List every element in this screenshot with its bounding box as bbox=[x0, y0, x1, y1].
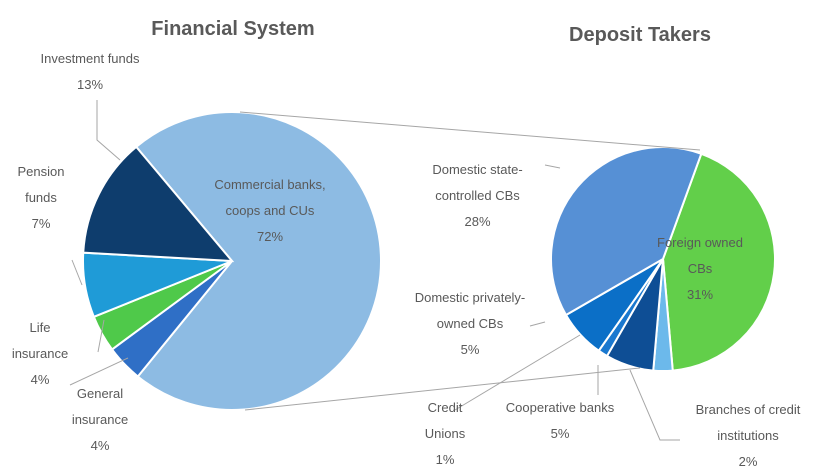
slice-label: Investment funds 13% bbox=[0, 46, 180, 98]
category-label: Investment funds bbox=[40, 51, 140, 66]
slice-label: Foreign owned CBs 31% bbox=[645, 230, 755, 308]
leader-line bbox=[454, 334, 581, 411]
slice-label: Branches of credit institutions 2% bbox=[678, 397, 818, 475]
slice-label: Domestic privately-owned CBs 5% bbox=[405, 285, 535, 363]
value-label: 4% bbox=[90, 438, 110, 453]
connector-line bbox=[239, 111, 701, 151]
pie-slice bbox=[134, 111, 382, 411]
connector-line bbox=[244, 367, 641, 411]
category-label: Domestic state-controlled CBs bbox=[432, 162, 523, 203]
category-label: Foreign owned CBs bbox=[657, 235, 743, 276]
slice-label: Commercial banks, coops and CUs 72% bbox=[205, 172, 335, 250]
value-label: 4% bbox=[30, 372, 50, 387]
chart-title: Deposit Takers bbox=[569, 24, 711, 46]
leader-line bbox=[71, 259, 83, 286]
category-label: General insurance bbox=[71, 386, 129, 427]
leader-line bbox=[69, 357, 129, 386]
category-label: Commercial banks, coops and CUs bbox=[214, 177, 326, 218]
slice-label: Domestic state-controlled CBs 28% bbox=[405, 157, 550, 235]
leader-line bbox=[529, 321, 546, 327]
slice-label: General insurance 4% bbox=[62, 381, 138, 459]
category-label: Credit Unions bbox=[424, 400, 466, 441]
chart-title: Financial System bbox=[151, 18, 315, 40]
category-label: Pension funds bbox=[17, 164, 65, 205]
category-label: Cooperative banks bbox=[505, 400, 615, 415]
value-label: 13% bbox=[76, 77, 104, 92]
value-label: 28% bbox=[464, 214, 491, 229]
value-label: 7% bbox=[31, 216, 51, 231]
value-label: 72% bbox=[256, 229, 284, 244]
value-label: 31% bbox=[686, 287, 714, 302]
leader-line bbox=[544, 164, 561, 169]
slice-label: Pension funds 7% bbox=[8, 159, 74, 237]
leader-line bbox=[629, 369, 680, 441]
category-label: Life insurance bbox=[11, 320, 69, 361]
leader-line bbox=[96, 100, 121, 161]
slice-label: Credit Unions 1% bbox=[412, 395, 478, 473]
category-label: Domestic privately-owned CBs bbox=[414, 290, 526, 331]
slice-label: Cooperative banks 5% bbox=[505, 395, 615, 447]
slice-label: Life insurance 4% bbox=[5, 315, 75, 393]
value-label: 5% bbox=[460, 342, 480, 357]
pie-slice bbox=[82, 145, 235, 263]
value-label: 5% bbox=[550, 426, 570, 441]
connectors bbox=[69, 100, 701, 441]
value-label: 1% bbox=[435, 452, 455, 467]
value-label: 2% bbox=[738, 454, 758, 469]
pie-slice bbox=[661, 152, 776, 372]
leader-line bbox=[97, 319, 105, 353]
category-label: Branches of credit institutions bbox=[695, 402, 801, 443]
